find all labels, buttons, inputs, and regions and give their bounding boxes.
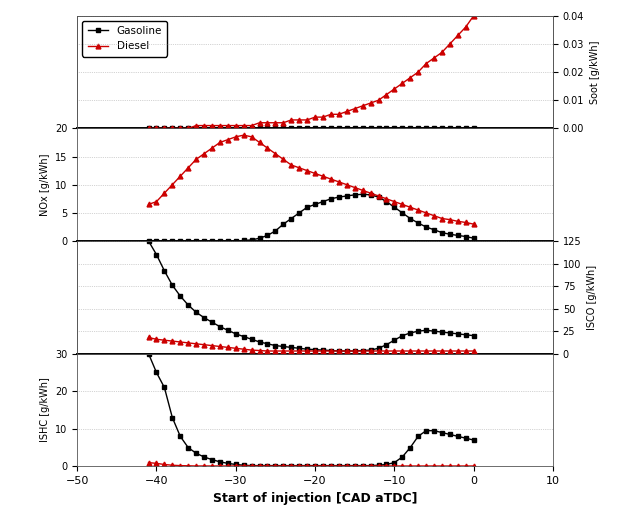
Gasoline: [216, 125, 224, 132]
Gasoline: [256, 125, 264, 132]
Diesel: [375, 97, 383, 103]
Diesel: [152, 125, 160, 132]
Diesel: [327, 111, 335, 117]
Gasoline: [224, 125, 231, 132]
Gasoline: [454, 125, 462, 132]
Y-axis label: ISHC [g/kWh]: ISHC [g/kWh]: [39, 378, 50, 442]
Diesel: [280, 119, 287, 126]
Diesel: [240, 123, 248, 129]
Diesel: [168, 125, 176, 132]
Diesel: [264, 119, 271, 126]
Gasoline: [422, 125, 430, 132]
Gasoline: [343, 125, 350, 132]
Diesel: [271, 119, 279, 126]
Gasoline: [414, 125, 422, 132]
Diesel: [224, 123, 231, 129]
Gasoline: [200, 125, 208, 132]
Gasoline: [430, 125, 438, 132]
Gasoline: [446, 125, 454, 132]
Diesel: [200, 123, 208, 129]
Gasoline: [406, 125, 414, 132]
Diesel: [256, 119, 264, 126]
Diesel: [470, 13, 478, 19]
Gasoline: [248, 125, 255, 132]
Gasoline: [152, 125, 160, 132]
Diesel: [335, 111, 343, 117]
Gasoline: [264, 125, 271, 132]
Diesel: [185, 125, 192, 132]
Gasoline: [438, 125, 446, 132]
Gasoline: [295, 125, 303, 132]
Diesel: [287, 117, 295, 123]
Gasoline: [367, 125, 374, 132]
Legend: Gasoline, Diesel: Gasoline, Diesel: [82, 21, 167, 57]
Diesel: [406, 74, 414, 81]
Y-axis label: NOx [g/kWh]: NOx [g/kWh]: [39, 154, 50, 216]
Gasoline: [311, 125, 319, 132]
Gasoline: [240, 125, 248, 132]
Gasoline: [280, 125, 287, 132]
Diesel: [232, 123, 240, 129]
Line: Gasoline: Gasoline: [146, 126, 476, 131]
X-axis label: Start of injection [CAD aTDC]: Start of injection [CAD aTDC]: [213, 492, 417, 505]
Diesel: [359, 103, 367, 109]
Y-axis label: Soot [g/kWh]: Soot [g/kWh]: [590, 40, 600, 104]
Gasoline: [399, 125, 406, 132]
Diesel: [390, 86, 398, 92]
Diesel: [422, 60, 430, 67]
Gasoline: [185, 125, 192, 132]
Line: Diesel: Diesel: [146, 13, 476, 131]
Diesel: [176, 125, 184, 132]
Diesel: [192, 123, 200, 129]
Gasoline: [319, 125, 327, 132]
Diesel: [343, 108, 350, 115]
Gasoline: [232, 125, 240, 132]
Diesel: [446, 41, 454, 47]
Gasoline: [351, 125, 359, 132]
Gasoline: [375, 125, 383, 132]
Diesel: [295, 117, 303, 123]
Diesel: [351, 105, 359, 112]
Diesel: [145, 125, 152, 132]
Gasoline: [383, 125, 390, 132]
Diesel: [414, 69, 422, 75]
Y-axis label: ISCO [g/kWh]: ISCO [g/kWh]: [587, 265, 597, 330]
Gasoline: [287, 125, 295, 132]
Diesel: [311, 114, 319, 121]
Gasoline: [303, 125, 311, 132]
Diesel: [208, 123, 216, 129]
Gasoline: [271, 125, 279, 132]
Gasoline: [462, 125, 469, 132]
Diesel: [303, 117, 311, 123]
Diesel: [430, 55, 438, 61]
Gasoline: [208, 125, 216, 132]
Gasoline: [168, 125, 176, 132]
Diesel: [454, 32, 462, 39]
Diesel: [438, 49, 446, 56]
Diesel: [367, 100, 374, 106]
Gasoline: [161, 125, 168, 132]
Diesel: [161, 125, 168, 132]
Gasoline: [359, 125, 367, 132]
Diesel: [248, 123, 255, 129]
Diesel: [462, 24, 469, 30]
Gasoline: [327, 125, 335, 132]
Gasoline: [145, 125, 152, 132]
Gasoline: [470, 125, 478, 132]
Diesel: [319, 114, 327, 121]
Diesel: [383, 91, 390, 97]
Gasoline: [390, 125, 398, 132]
Diesel: [399, 80, 406, 86]
Gasoline: [176, 125, 184, 132]
Diesel: [216, 123, 224, 129]
Gasoline: [335, 125, 343, 132]
Gasoline: [192, 125, 200, 132]
